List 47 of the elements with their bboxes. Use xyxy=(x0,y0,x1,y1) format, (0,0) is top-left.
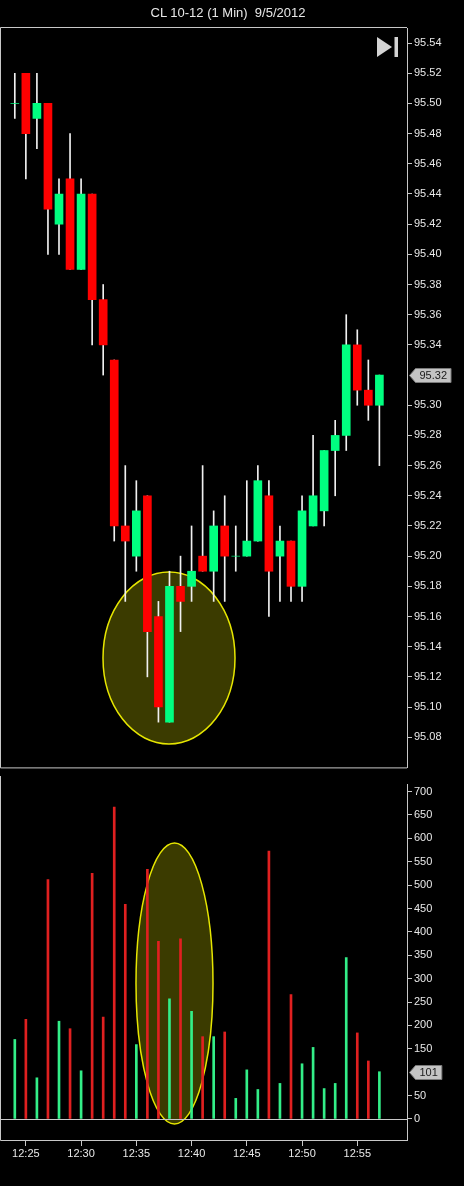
y-tick-label: 95.14 xyxy=(414,639,442,652)
y-tick-label: 95.50 xyxy=(414,96,442,109)
x-tick-label: 12:55 xyxy=(343,1146,372,1159)
y-tick-label: 400 xyxy=(414,924,433,937)
y-tick-label: 95.36 xyxy=(414,307,442,320)
x-tick-label: 12:35 xyxy=(122,1146,151,1159)
x-tick-label: 12:50 xyxy=(288,1146,316,1159)
x-tick-label: 12:30 xyxy=(67,1146,95,1159)
y-tick-label: 500 xyxy=(414,878,433,891)
y-tick-label: 95.08 xyxy=(414,730,442,743)
y-tick-label: 95.42 xyxy=(414,217,442,230)
y-tick-label: 650 xyxy=(414,808,433,821)
x-tick-label: 12:45 xyxy=(233,1146,261,1159)
x-tick-label: 12:25 xyxy=(12,1146,40,1159)
y-tick-label: 95.44 xyxy=(414,187,442,200)
y-tick-label: 600 xyxy=(414,831,433,844)
y-tick-label: 95.20 xyxy=(414,549,442,562)
y-tick-label: 300 xyxy=(414,971,433,984)
y-tick-label: 200 xyxy=(414,1018,433,1031)
x-tick-label: 12:40 xyxy=(177,1146,206,1159)
y-tick-label: 95.34 xyxy=(414,337,442,350)
y-tick-label: 50 xyxy=(414,1088,427,1101)
y-tick-label: 95.46 xyxy=(414,156,442,169)
y-tick-label: 700 xyxy=(414,784,433,797)
y-tick-label: 250 xyxy=(414,995,433,1008)
y-tick-label: 95.22 xyxy=(414,518,442,531)
y-tick-label: 95.40 xyxy=(414,247,442,260)
y-tick-label: 150 xyxy=(414,1041,433,1054)
y-tick-label: 350 xyxy=(414,948,433,961)
y-tick-label: 95.54 xyxy=(414,36,442,49)
y-tick-label: 95.10 xyxy=(414,700,442,713)
y-tick-label: 95.28 xyxy=(414,428,442,441)
y-tick-label: 95.16 xyxy=(414,609,442,622)
y-tick-label: 550 xyxy=(414,854,433,867)
y-tick-label: 0 xyxy=(414,1111,421,1124)
text: 95.32 xyxy=(419,369,448,382)
y-tick-label: 95.48 xyxy=(414,126,442,139)
y-tick-label: 95.24 xyxy=(414,488,442,501)
y-tick-label: 95.18 xyxy=(414,579,442,592)
y-tick-label: 450 xyxy=(414,901,433,914)
chart-title: CL 10-12 (1 Min) 9/5/2012 xyxy=(149,5,307,21)
y-tick-label: 95.52 xyxy=(414,66,442,79)
y-tick-label: 95.38 xyxy=(414,277,442,290)
y-tick-label: 95.30 xyxy=(414,398,442,411)
text: 101 xyxy=(419,1066,438,1079)
y-tick-label: 95.26 xyxy=(414,458,442,471)
y-tick-label: 95.12 xyxy=(414,669,442,682)
